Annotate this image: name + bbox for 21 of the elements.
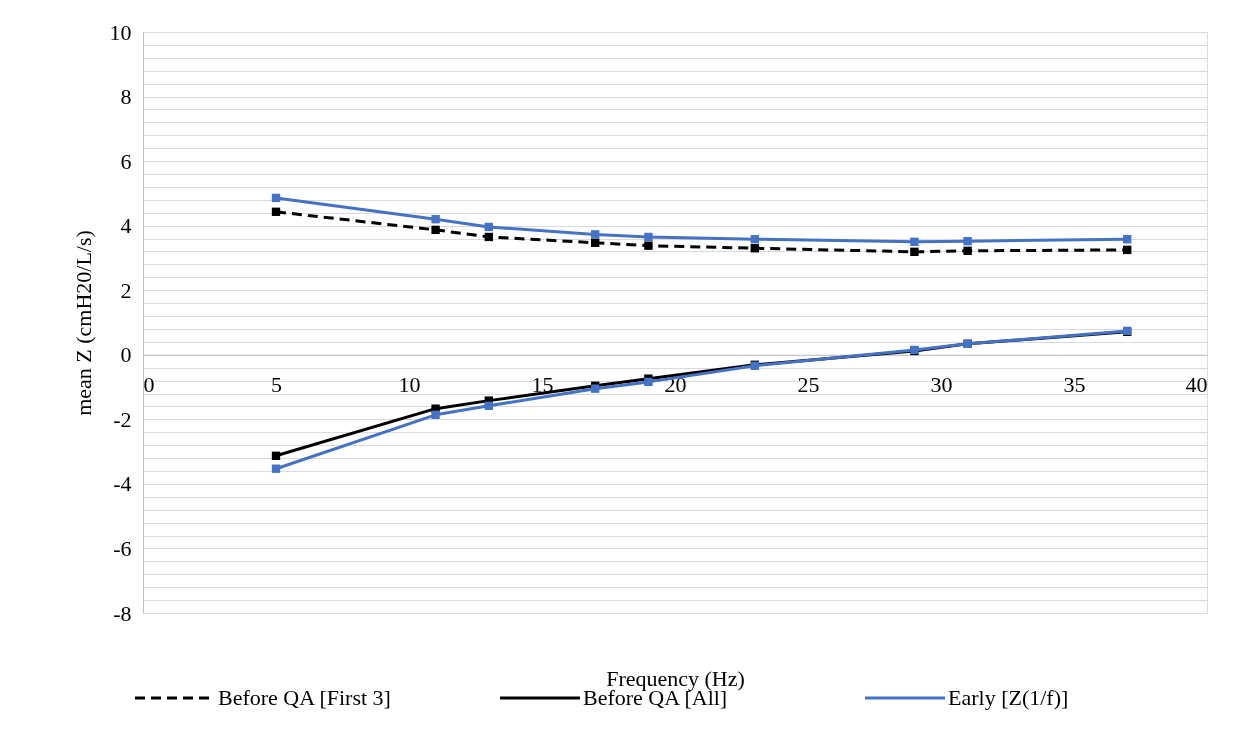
x-tick-label: 10 <box>398 372 421 398</box>
x-tick-label: 25 <box>797 372 820 398</box>
y-tick-label: 8 <box>120 84 132 110</box>
y-tick-label: 10 <box>109 19 132 45</box>
legend-label: Early [Z(1/f)] <box>948 685 1069 710</box>
x-tick-label: 30 <box>930 372 953 398</box>
legend-label: Before QA [First 3] <box>218 685 391 710</box>
x-tick-label: 35 <box>1063 372 1086 398</box>
y-tick-label: 4 <box>120 213 132 239</box>
y-tick-label: 0 <box>120 342 132 368</box>
x-tick-label: 15 <box>531 372 554 398</box>
y-tick-label: 2 <box>120 277 132 303</box>
y-tick-label: -2 <box>113 406 132 432</box>
x-tick-label: 5 <box>271 372 282 398</box>
x-tick-label: 0 <box>143 372 155 398</box>
y-axis-title: mean Z (cmH20/L/s) <box>70 230 96 416</box>
y-tick-label: 6 <box>120 148 132 174</box>
x-tick-label: 40 <box>1185 372 1208 398</box>
y-tick-label: -8 <box>113 600 132 626</box>
y-tick-label: -4 <box>113 471 132 497</box>
y-tick-label: -6 <box>113 535 132 561</box>
